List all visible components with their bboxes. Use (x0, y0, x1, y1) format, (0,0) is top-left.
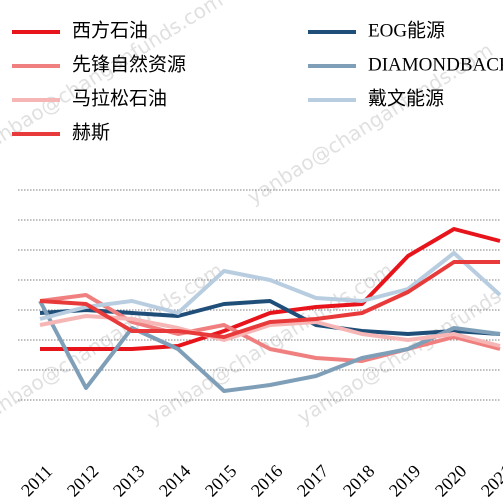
x-tick-label: 2018 (339, 461, 379, 501)
x-tick-label: 2011 (17, 461, 56, 500)
series-line (39, 293, 501, 363)
legend-label: 先锋自然资源 (72, 53, 186, 75)
legend-label: 西方石油 (72, 19, 148, 41)
x-tick-label: 2015 (201, 461, 241, 501)
series-line (39, 251, 502, 321)
x-tick-label: 2017 (293, 461, 333, 501)
x-tick-label: 2013 (109, 461, 149, 501)
x-tick-label: 2020 (431, 461, 471, 501)
x-tick-label: 2012 (63, 461, 103, 501)
x-tick-label: 2014 (155, 461, 195, 501)
x-tick-label: 2021 (477, 461, 503, 501)
legend-label: DIAMONDBACK (368, 54, 503, 75)
x-tick-label: 2016 (247, 461, 287, 501)
legend-label: 戴文能源 (368, 87, 444, 109)
legend-label: 马拉松石油 (72, 87, 167, 109)
legend-label: EOG能源 (368, 19, 445, 41)
series-line (38, 300, 501, 393)
series-line (39, 260, 500, 339)
series-line (39, 314, 501, 348)
x-tick-label: 2019 (385, 461, 425, 501)
legend-label: 赫斯 (72, 121, 110, 143)
